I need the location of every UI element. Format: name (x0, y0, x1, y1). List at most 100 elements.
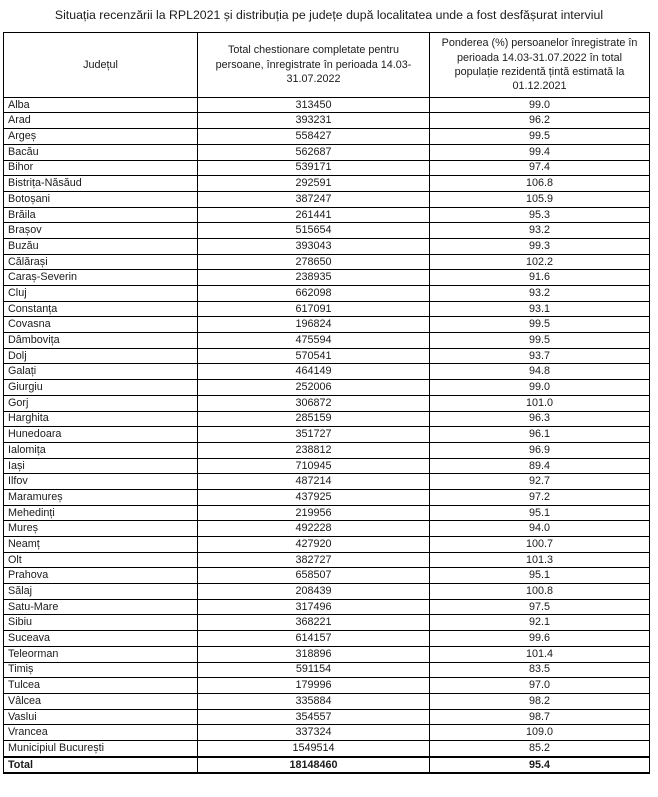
total-questionnaires-cell: 313450 (197, 96, 430, 114)
total-questionnaires-cell: 292591 (197, 175, 430, 192)
share-percent-cell: 96.1 (429, 426, 650, 443)
share-percent-cell: 95.1 (429, 567, 650, 585)
table-row: Călărași 278650 102.2 (3, 253, 650, 271)
total-questionnaires-cell: 591154 (197, 661, 430, 679)
share-percent-cell: 97.0 (429, 677, 650, 694)
county-cell: Bistrița-Năsăud (3, 175, 198, 192)
total-questionnaires-cell: 219956 (197, 504, 430, 522)
census-table: Județul Total chestionare completate pen… (3, 31, 650, 775)
share-percent-cell: 102.2 (429, 253, 650, 271)
share-percent-cell: 92.7 (429, 473, 650, 490)
table-row: Dolj 570541 93.7 (3, 347, 650, 365)
table-row: Timiș 591154 83.5 (3, 661, 650, 679)
county-cell: Hunedoara (3, 426, 198, 443)
total-questionnaires-cell: 238935 (197, 269, 430, 286)
share-percent-cell: 99.3 (429, 237, 650, 255)
table-row: Prahova 658507 95.1 (3, 567, 650, 585)
total-questionnaires-cell: 658507 (197, 567, 430, 585)
total-questionnaires-cell: 393043 (197, 237, 430, 255)
county-cell: Călărași (3, 253, 198, 271)
share-percent-cell: 83.5 (429, 661, 650, 679)
total-questionnaires-cell: 614157 (197, 630, 430, 647)
share-percent-cell: 109.0 (429, 724, 650, 741)
county-cell: Cluj (3, 285, 198, 302)
table-row: Neamț 427920 100.7 (3, 536, 650, 553)
county-cell: Prahova (3, 567, 198, 585)
county-cell: Vaslui (3, 708, 198, 726)
county-cell: Brăila (3, 206, 198, 224)
share-percent-cell: 97.5 (429, 598, 650, 616)
share-percent-cell: 93.2 (429, 285, 650, 302)
county-cell: Sibiu (3, 614, 198, 632)
county-cell: Vrancea (3, 724, 198, 741)
county-cell: Neamț (3, 536, 198, 553)
county-cell: Alba (3, 96, 198, 114)
table-row: Mehedinți 219956 95.1 (3, 504, 650, 522)
column-header-pondere: Ponderea (%) persoanelor înregistrate în… (429, 31, 650, 98)
table-row: Vâlcea 335884 98.2 (3, 692, 650, 710)
county-cell: Bihor (3, 159, 198, 177)
share-percent-cell: 99.5 (429, 316, 650, 334)
share-percent-cell: 99.6 (429, 630, 650, 647)
table-row: Bihor 539171 97.4 (3, 159, 650, 177)
total-questionnaires-cell: 317496 (197, 598, 430, 616)
table-row: Argeș 558427 99.5 (3, 128, 650, 145)
share-percent-cell: 95.1 (429, 504, 650, 522)
county-cell: Dâmbovița (3, 332, 198, 349)
table-row: Tulcea 179996 97.0 (3, 677, 650, 694)
table-row: Olt 382727 101.3 (3, 551, 650, 569)
table-row: Mureș 492228 94.0 (3, 520, 650, 537)
total-questionnaires-cell: 196824 (197, 316, 430, 334)
county-cell: Suceava (3, 630, 198, 647)
share-percent-cell: 99.0 (429, 379, 650, 396)
page-title: Situația recenzării la RPL2021 și distri… (54, 8, 604, 22)
column-header-total-chestionare: Total chestionare completate pentru pers… (197, 31, 430, 98)
share-percent-cell: 96.2 (429, 112, 650, 130)
share-percent-cell: 89.4 (429, 457, 650, 475)
total-questionnaires-cell: 318896 (197, 645, 430, 663)
share-percent-cell: 98.2 (429, 692, 650, 710)
table-row: Bistrița-Năsăud 292591 106.8 (3, 175, 650, 192)
table-row: Botoșani 387247 105.9 (3, 190, 650, 208)
share-percent-cell: 93.2 (429, 222, 650, 239)
share-percent-cell: 93.1 (429, 300, 650, 318)
county-cell: Vâlcea (3, 692, 198, 710)
total-questionnaires-cell: 252006 (197, 379, 430, 396)
total-questionnaires-cell: 515654 (197, 222, 430, 239)
county-cell: Iași (3, 457, 198, 475)
total-questionnaires-cell: 562687 (197, 143, 430, 161)
table-row: Sălaj 208439 100.8 (3, 583, 650, 600)
total-questionnaires-cell: 437925 (197, 488, 430, 506)
total-questionnaires-cell: 382727 (197, 551, 430, 569)
share-percent-cell: 99.4 (429, 143, 650, 161)
county-cell: Harghita (3, 410, 198, 428)
share-percent-cell: 96.3 (429, 410, 650, 428)
table-row: Brașov 515654 93.2 (3, 222, 650, 239)
county-cell: Argeș (3, 128, 198, 145)
table-row: Vrancea 337324 109.0 (3, 724, 650, 741)
share-percent-cell: 100.8 (429, 583, 650, 600)
table-body: Alba 313450 99.0 Arad 393231 96.2 Argeș 558427 9… (3, 96, 650, 775)
county-cell: Olt (3, 551, 198, 569)
total-questionnaires-cell: 351727 (197, 426, 430, 443)
share-percent-cell: 98.7 (429, 708, 650, 726)
total-questionnaires-cell: 393231 (197, 112, 430, 130)
share-percent-cell: 94.8 (429, 363, 650, 381)
table-row: Arad 393231 96.2 (3, 112, 650, 130)
county-cell: Botoșani (3, 190, 198, 208)
total-questionnaires-cell: 179996 (197, 677, 430, 694)
share-percent-cell: 92.1 (429, 614, 650, 632)
share-percent-cell: 101.4 (429, 645, 650, 663)
table-row: Satu-Mare 317496 97.5 (3, 598, 650, 616)
county-cell: Mureș (3, 520, 198, 537)
table-row: Municipiul București 1549514 85.2 (3, 739, 650, 758)
table-row: Teleorman 318896 101.4 (3, 645, 650, 663)
total-questionnaires-cell: 18148460 (197, 755, 430, 775)
share-percent-cell: 85.2 (429, 739, 650, 758)
total-questionnaires-cell: 368221 (197, 614, 430, 632)
county-cell: Caraș-Severin (3, 269, 198, 286)
table-row: Caraș-Severin 238935 91.6 (3, 269, 650, 286)
total-questionnaires-cell: 617091 (197, 300, 430, 318)
county-cell: Total (3, 755, 198, 775)
county-cell: Teleorman (3, 645, 198, 663)
